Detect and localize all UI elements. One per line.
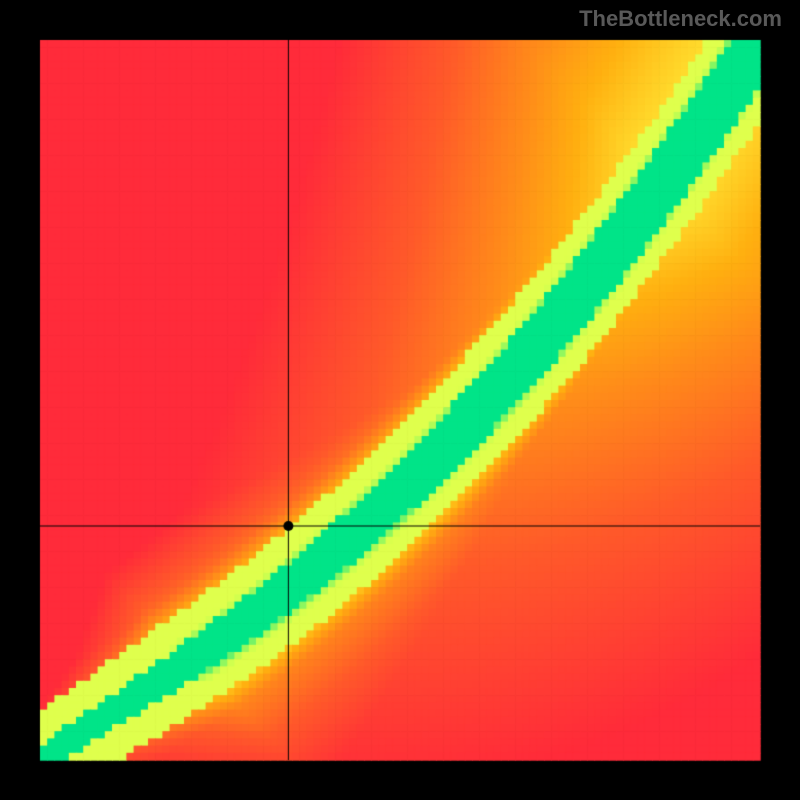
- chart-container: TheBottleneck.com: [0, 0, 800, 800]
- watermark-text: TheBottleneck.com: [579, 6, 782, 32]
- heatmap-canvas: [0, 0, 800, 800]
